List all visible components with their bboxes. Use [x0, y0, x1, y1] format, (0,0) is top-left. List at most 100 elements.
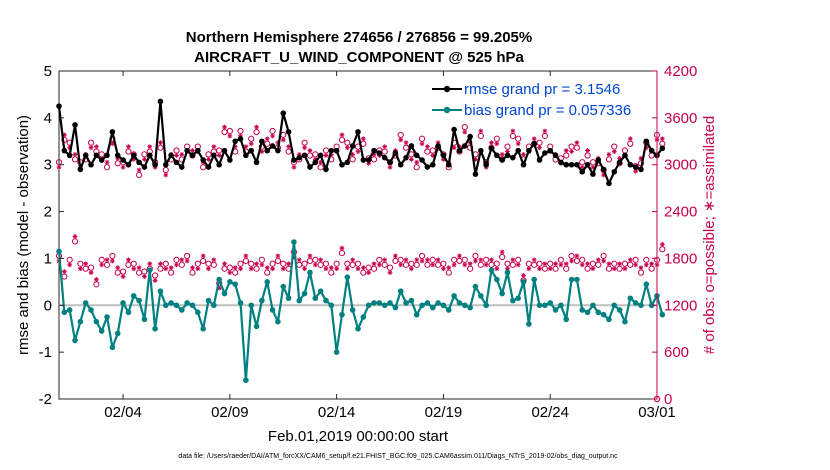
rmse-point — [467, 133, 473, 140]
obs-assimilated-marker — [206, 266, 211, 272]
obs-count-point — [317, 159, 324, 171]
obs-assimilated-marker — [174, 153, 179, 158]
rmse-point — [221, 147, 228, 154]
obs-assimilated-marker — [414, 257, 420, 263]
obs-assimilated-marker — [163, 172, 169, 178]
x-axis-ticks: 02/04 02/09 02/14 02/19 02/24 03/01 — [104, 71, 676, 421]
bias-point — [494, 276, 500, 283]
obs-count-point — [248, 260, 255, 272]
obs-assimilated-marker — [638, 155, 644, 161]
obs-assimilated-marker — [131, 157, 137, 162]
bias-point — [515, 295, 521, 302]
obs-assimilated-marker — [419, 258, 425, 264]
obs-assimilated-marker — [99, 262, 105, 268]
obs-assimilated-marker — [211, 257, 217, 263]
bias-point — [510, 297, 516, 304]
bias-point — [275, 318, 281, 325]
obs-assimilated-marker — [376, 262, 382, 268]
obs-count-point — [248, 135, 255, 147]
obs-assimilated-marker — [542, 128, 548, 134]
bias-point — [472, 283, 479, 290]
rmse-point — [344, 159, 351, 166]
obs-assimilated-marker — [312, 157, 318, 162]
obs-assimilated-marker — [232, 144, 238, 149]
bias-point — [216, 276, 222, 283]
rmse-series — [56, 98, 666, 187]
y-left-axis-ticks: -2 -1 0 1 2 3 4 5 — [39, 63, 64, 408]
obs-assimilated-marker — [328, 265, 334, 271]
rmse-point — [77, 166, 84, 173]
obs-assimilated-marker — [67, 145, 73, 151]
obs-assimilated-marker — [425, 257, 430, 263]
bias-point — [461, 302, 468, 309]
obs-count-point — [157, 140, 164, 151]
obs-assimilated-marker — [473, 258, 478, 264]
obs-assimilated-marker — [595, 257, 601, 263]
y-left-tick-label: -1 — [39, 344, 52, 361]
obs-assimilated-marker — [88, 270, 94, 276]
bias-point — [563, 316, 570, 323]
obs-assimilated-marker — [499, 249, 505, 255]
rmse-point — [456, 147, 463, 154]
rmse-point — [611, 168, 618, 175]
rmse-point — [56, 103, 62, 109]
obs-count-point — [103, 159, 111, 171]
obs-count-point — [440, 260, 447, 272]
legend-rmse-label: rmse grand pr = 3.1546 — [464, 81, 620, 98]
obs-assimilated-marker — [489, 140, 494, 146]
obs-assimilated-marker — [350, 152, 356, 157]
rmse-point — [253, 159, 260, 166]
obs-assimilated-marker — [184, 258, 190, 264]
obs-assimilated-marker — [334, 266, 340, 272]
obs-count-point — [477, 128, 484, 140]
obs-count-point — [418, 252, 426, 264]
obs-assimilated-marker — [403, 257, 409, 263]
legend-rmse-marker — [443, 85, 451, 93]
x-tick-label: 02/09 — [211, 404, 249, 421]
obs-assimilated-marker — [633, 262, 639, 268]
obs-count-point — [242, 253, 249, 265]
bias-point — [264, 279, 271, 285]
obs-count-point — [285, 144, 292, 155]
obs-count-point — [413, 257, 420, 268]
obs-assimilated-marker — [344, 266, 350, 272]
bias-point — [536, 302, 543, 309]
obs-count-point — [200, 253, 207, 265]
rmse-point — [622, 152, 628, 159]
rmse-point — [312, 159, 319, 166]
obs-assimilated-marker — [574, 140, 580, 146]
obs-assimilated-marker — [563, 261, 569, 267]
obs-assimilated-marker — [633, 168, 639, 174]
y-left-tick-label: -2 — [39, 391, 52, 408]
obs-count-point — [130, 260, 137, 272]
obs-count-point — [370, 152, 378, 163]
obs-assimilated-marker — [323, 153, 329, 158]
obs-count-point — [600, 252, 607, 264]
bias-point — [445, 307, 452, 313]
bias-point — [590, 302, 596, 309]
obs-count-point — [611, 260, 618, 272]
bias-point — [360, 314, 367, 320]
bias-point — [93, 318, 100, 325]
rmse-point — [595, 157, 602, 163]
bias-point — [616, 307, 623, 313]
obs-count-point — [338, 245, 346, 257]
obs-count-point — [472, 252, 479, 264]
bias-point — [328, 302, 335, 309]
obs-count-point — [173, 256, 180, 268]
obs-assimilated-marker — [302, 266, 308, 272]
obs-assimilated-marker — [483, 262, 489, 268]
bias-point — [622, 318, 628, 325]
rmse-point — [531, 140, 537, 147]
obs-assimilated-marker — [510, 257, 516, 263]
obs-assimilated-marker — [227, 133, 233, 139]
rmse-point — [200, 157, 206, 163]
obs-assimilated-marker — [158, 261, 163, 267]
rmse-point — [168, 152, 174, 159]
rmse-point — [547, 147, 554, 154]
rmse-point — [413, 152, 420, 159]
obs-possible-marker — [312, 151, 319, 158]
rmse-point — [472, 171, 479, 177]
obs-count-point — [552, 261, 559, 272]
obs-count-point — [264, 265, 271, 276]
